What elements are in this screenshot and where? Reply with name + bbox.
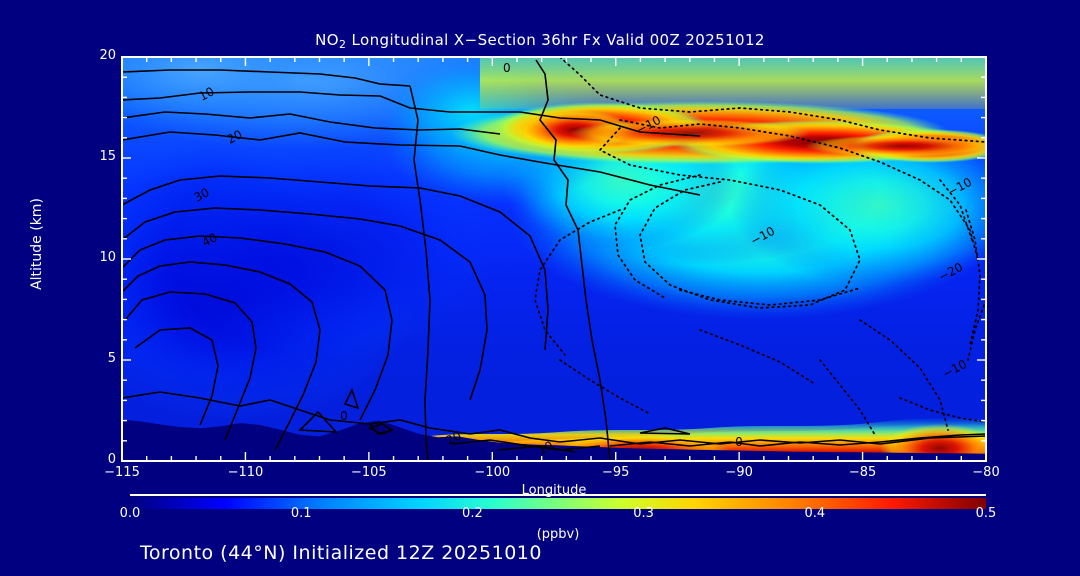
colorbar-tick-label: 0.5 — [975, 506, 997, 521]
solid-contour-lines — [122, 59, 986, 461]
terrain-mask — [122, 419, 986, 461]
title-rest: Longitudinal X−Section 36hr Fx Valid 00Z… — [346, 31, 765, 49]
contour-label: 0 — [503, 61, 511, 76]
axes-frame — [121, 56, 987, 462]
colorbar-tick-label: 0.0 — [119, 506, 141, 521]
x-tick-label: −105 — [350, 465, 387, 480]
title-species: NO — [315, 31, 339, 49]
y-axis-label: Altitude (km) — [29, 198, 45, 290]
colorbar-tick-label: 0.4 — [804, 506, 826, 521]
x-tick-label: −90 — [725, 465, 753, 480]
y-tick-label: 0 — [107, 452, 116, 467]
x-axis-label: Longitude — [521, 483, 587, 498]
x-tick-label: −115 — [104, 465, 140, 480]
colorbar-tick-label: 0.3 — [633, 506, 654, 521]
y-tick-label: 10 — [99, 250, 116, 265]
title-subscript: 2 — [338, 38, 347, 51]
colorbar-tick-label: 0.1 — [290, 506, 312, 521]
y-tick-label: 15 — [99, 149, 116, 164]
contour-label: 0 — [735, 434, 743, 449]
x-tick-label: −85 — [848, 465, 877, 480]
contour-label: 0 — [340, 408, 348, 423]
y-tick-label: 5 — [107, 351, 116, 366]
x-tick-label: −110 — [227, 465, 264, 480]
colorbar — [130, 494, 986, 509]
x-tick-label: −80 — [972, 465, 1000, 480]
dotted-contour-lines — [534, 57, 986, 436]
x-tick-label: −100 — [474, 465, 511, 480]
chart-title: NO2 Longitudinal X−Section 36hr Fx Valid… — [0, 31, 1080, 51]
x-tick-label: −95 — [601, 465, 630, 480]
colorbar-tick-label: 0.2 — [462, 506, 483, 521]
colorbar-unit-label: (ppbv) — [536, 527, 580, 542]
y-tick-label: 20 — [99, 48, 116, 63]
contour-fill-field — [122, 57, 986, 461]
figure-caption: Toronto (44°N) Initialized 12Z 20251010 — [140, 542, 542, 564]
